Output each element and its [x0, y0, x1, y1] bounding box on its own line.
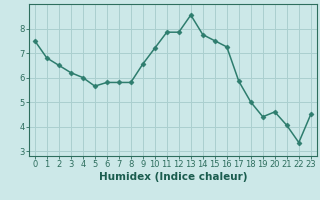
- X-axis label: Humidex (Indice chaleur): Humidex (Indice chaleur): [99, 172, 247, 182]
